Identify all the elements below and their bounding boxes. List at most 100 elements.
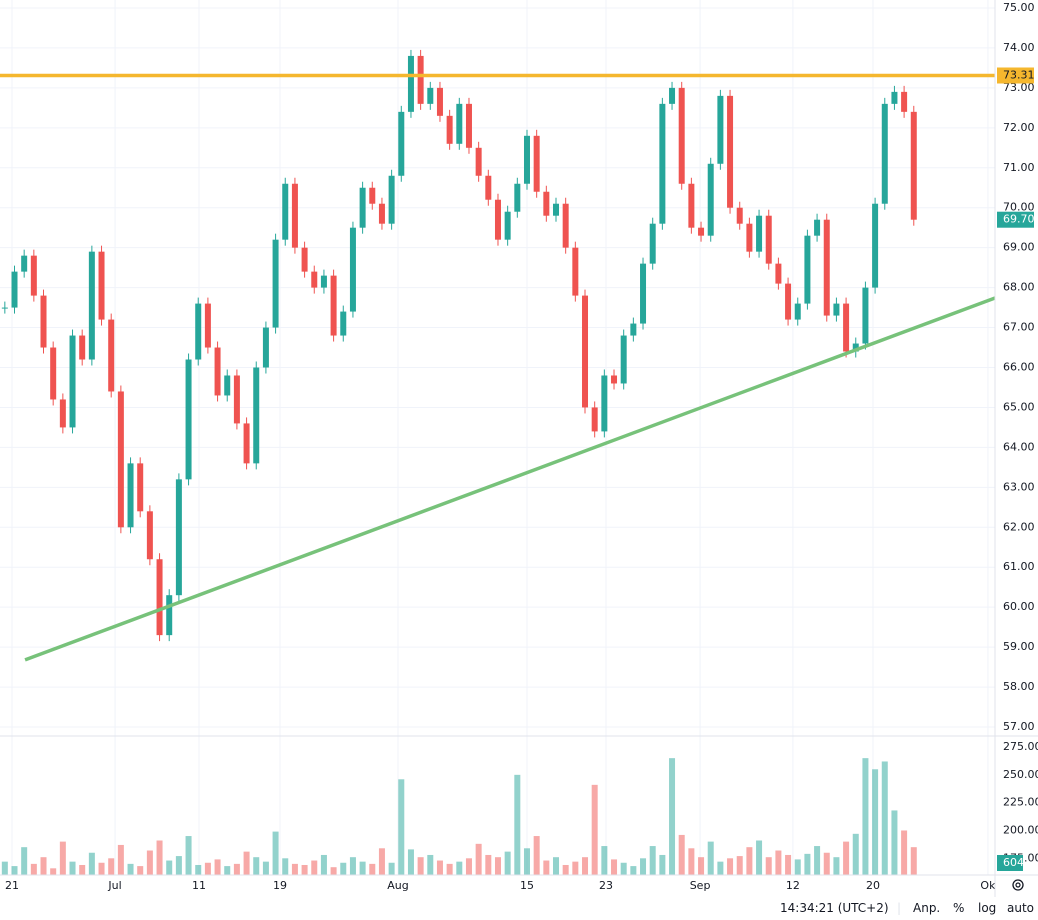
candle-body xyxy=(630,323,637,336)
candle-body xyxy=(1,307,8,309)
candle-body xyxy=(233,375,240,424)
candle-body xyxy=(282,183,289,240)
candle-body xyxy=(349,227,356,312)
candle-body xyxy=(166,595,173,636)
volume-bar xyxy=(175,856,182,875)
candle-body xyxy=(195,303,202,360)
volume-bar xyxy=(59,841,66,875)
candle-body xyxy=(553,203,560,216)
candle-body xyxy=(40,295,47,348)
x-tick-label: 20 xyxy=(866,879,880,892)
last-price-label: 69.70 xyxy=(1003,213,1035,226)
volume-bar xyxy=(640,858,647,875)
volume-tick-label: 200.00 xyxy=(1003,823,1038,836)
chart-bg xyxy=(0,0,1038,897)
candle-body xyxy=(407,55,414,112)
volume-bar xyxy=(562,864,569,875)
volume-bar xyxy=(765,857,772,875)
volume-bar xyxy=(862,758,869,875)
candle-body xyxy=(910,111,917,220)
x-tick-label: 23 xyxy=(599,879,613,892)
candle-body xyxy=(456,103,463,144)
candle-body xyxy=(533,135,540,192)
volume-bar xyxy=(901,830,908,875)
candle-body xyxy=(272,239,279,328)
candle-body xyxy=(736,207,743,224)
volume-bar xyxy=(388,862,395,875)
volume-bar xyxy=(243,851,250,875)
volume-bar xyxy=(717,861,724,875)
adjust-button[interactable]: Anp. xyxy=(913,901,941,915)
volume-bar xyxy=(823,852,830,875)
y-tick-label: 64.00 xyxy=(1003,440,1035,453)
y-tick-label: 65.00 xyxy=(1003,400,1035,413)
volume-tick-label: 250.00 xyxy=(1003,768,1038,781)
y-tick-label: 62.00 xyxy=(1003,520,1035,533)
candle-body xyxy=(814,219,821,236)
volume-bar xyxy=(137,866,144,875)
percent-button[interactable]: % xyxy=(953,901,965,915)
x-tick-label: Sep xyxy=(690,879,711,892)
candle-body xyxy=(398,111,405,176)
x-tick-label: 15 xyxy=(520,879,534,892)
candle-body xyxy=(794,303,801,320)
candle-body xyxy=(843,303,850,352)
volume-bar xyxy=(630,866,637,875)
candle-body xyxy=(311,271,318,288)
volume-bar xyxy=(688,848,695,875)
candle-body xyxy=(88,251,95,360)
log-button[interactable]: log xyxy=(978,901,997,915)
candle-body xyxy=(156,559,163,636)
candle-body xyxy=(640,263,647,324)
volume-bar xyxy=(504,851,511,875)
candle-body xyxy=(804,235,811,304)
volume-bar xyxy=(669,758,676,875)
volume-bar xyxy=(417,857,424,875)
y-tick-label: 71.00 xyxy=(1003,161,1035,174)
candle-body xyxy=(620,335,627,384)
volume-bar xyxy=(475,843,482,875)
candle-body xyxy=(137,463,144,512)
volume-bar xyxy=(736,856,743,875)
candle-body xyxy=(69,335,76,428)
volume-bar xyxy=(195,864,202,875)
volume-bar xyxy=(156,840,163,875)
candle-body xyxy=(494,199,501,240)
candle-body xyxy=(756,215,763,252)
candle-body xyxy=(378,203,385,224)
volume-bar xyxy=(707,841,714,875)
volume-bar xyxy=(204,862,211,875)
settings-icon[interactable] xyxy=(1012,879,1024,891)
volume-bar xyxy=(11,866,18,875)
last-price-tag xyxy=(997,211,1034,228)
candle-body xyxy=(262,327,269,368)
candle-body xyxy=(775,263,782,284)
volume-bar xyxy=(881,761,888,875)
candle-body xyxy=(11,271,18,308)
candle-body xyxy=(698,227,705,236)
resistance-tag-label: 73.31 xyxy=(1003,68,1035,81)
candle-body xyxy=(21,255,28,272)
volume-bar xyxy=(456,861,463,875)
candle-body xyxy=(427,87,434,104)
candle-body xyxy=(504,211,511,240)
volume-bar xyxy=(649,846,656,875)
candle-body xyxy=(852,343,859,352)
y-tick-label: 63.00 xyxy=(1003,480,1035,493)
volume-bar xyxy=(166,860,173,875)
volume-bar xyxy=(698,857,705,875)
volume-bar xyxy=(553,857,560,875)
y-tick-label: 61.00 xyxy=(1003,560,1035,573)
volume-bar xyxy=(436,860,443,875)
auto-button[interactable]: auto xyxy=(1007,901,1035,915)
volume-bar xyxy=(794,859,801,875)
volume-bar xyxy=(214,859,221,875)
volume-bar xyxy=(533,836,540,875)
candle-body xyxy=(475,147,482,176)
candle-body xyxy=(204,303,211,348)
volume-bar xyxy=(543,860,550,875)
candle-body xyxy=(823,219,830,316)
volume-bar xyxy=(485,854,492,875)
y-tick-label: 67.00 xyxy=(1003,321,1035,334)
